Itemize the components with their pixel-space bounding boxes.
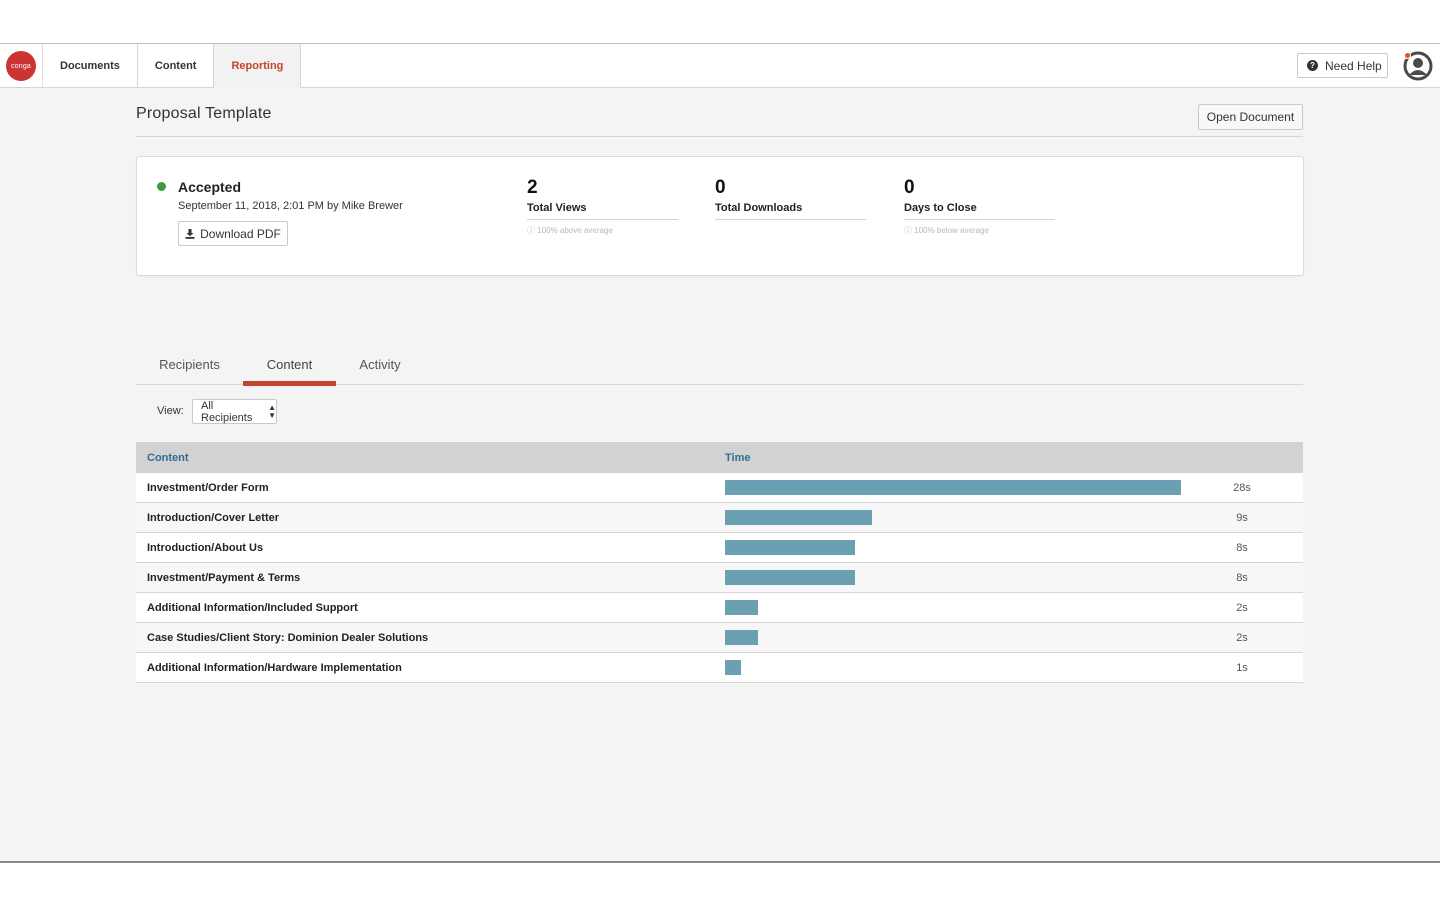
time-value: 2s (1236, 631, 1248, 644)
table-row[interactable]: Case Studies/Client Story: Dominion Deal… (136, 623, 1303, 653)
notification-dot (1404, 52, 1411, 59)
time-value: 9s (1236, 511, 1248, 524)
stat-value: 0 (904, 177, 915, 198)
status-indicator-dot (157, 182, 166, 191)
open-document-button[interactable]: Open Document (1198, 104, 1303, 130)
table-row[interactable]: Investment/Payment & Terms 8s (136, 563, 1303, 593)
logo-cell[interactable]: conga (0, 44, 43, 88)
table-row[interactable]: Investment/Order Form 28s (136, 473, 1303, 503)
need-help-label: Need Help (1325, 58, 1382, 73)
need-help-button[interactable]: ? Need Help (1297, 53, 1388, 78)
content-name: Investment/Order Form (147, 481, 269, 494)
table-row[interactable]: Introduction/Cover Letter 9s (136, 503, 1303, 533)
tab-content[interactable]: Content (243, 344, 336, 386)
table-row[interactable]: Introduction/About Us 8s (136, 533, 1303, 563)
stat-note: ⓘ 100% above average (527, 226, 613, 235)
tab-recipients[interactable]: Recipients (159, 357, 220, 372)
content-name: Additional Information/Hardware Implemen… (147, 661, 402, 674)
stat-value: 2 (527, 177, 538, 198)
conga-logo: conga (6, 51, 36, 81)
time-bar (725, 570, 855, 585)
stat-value: 0 (715, 177, 726, 198)
status-label: Accepted (178, 179, 242, 195)
content-name: Case Studies/Client Story: Dominion Deal… (147, 631, 429, 644)
stat-label: Days to Close (904, 202, 1055, 220)
table-row[interactable]: Additional Information/Hardware Implemen… (136, 653, 1303, 683)
recipients-select-value: All Recipients (201, 399, 253, 424)
column-header-content[interactable]: Content (147, 451, 189, 464)
time-value: 8s (1236, 571, 1248, 584)
time-bar (725, 480, 1181, 495)
view-filter-label: View: (157, 405, 184, 417)
content-name: Introduction/About Us (147, 541, 264, 554)
column-header-time[interactable]: Time (725, 451, 751, 464)
time-bar (725, 510, 872, 525)
content-name: Introduction/Cover Letter (147, 511, 280, 524)
stat-label: Total Downloads (715, 202, 866, 220)
question-icon: ? (1307, 60, 1318, 71)
content-name: Additional Information/Included Support (147, 601, 358, 614)
table-row[interactable]: Additional Information/Included Support 2… (136, 593, 1303, 623)
nav-documents[interactable]: Documents (43, 44, 138, 88)
app-frame: conga Documents Content Reporting ? Need… (0, 43, 1440, 863)
report-tabs: Recipients Content Activity (136, 344, 1303, 386)
select-arrows-icon: ▲ ▼ (268, 402, 276, 420)
table-header: Content Time (136, 442, 1303, 473)
download-icon (185, 228, 195, 239)
main-nav: Documents Content Reporting (43, 44, 302, 88)
time-bar (725, 630, 758, 645)
stat-total-views: 2 Total Views ⓘ 100% above average (527, 177, 678, 236)
tab-activity[interactable]: Activity (359, 357, 401, 372)
stat-label: Total Views (527, 202, 678, 220)
stat-days-to-close: 0 Days to Close ⓘ 100% below average (904, 177, 1055, 236)
download-pdf-button[interactable]: Download PDF (178, 221, 288, 246)
table-body: Investment/Order Form 28s Introduction/Cov… (136, 473, 1303, 683)
time-bar (725, 660, 741, 675)
summary-card: Accepted September 11, 2018, 2:01 PM by … (136, 156, 1304, 276)
time-bar (725, 540, 855, 555)
content-name: Investment/Payment & Terms (147, 571, 301, 584)
time-value: 28s (1233, 481, 1251, 494)
status-date: September 11, 2018, 2:01 PM by Mike Brew… (178, 200, 403, 212)
user-avatar-icon[interactable] (1403, 51, 1433, 81)
nav-reporting[interactable]: Reporting (214, 44, 302, 88)
stat-total-downloads: 0 Total Downloads (715, 177, 866, 225)
title-divider (136, 136, 1303, 137)
time-value: 1s (1236, 661, 1248, 674)
time-bar (725, 600, 758, 615)
recipients-select[interactable]: All Recipients ▲ ▼ (192, 399, 277, 424)
time-value: 2s (1236, 601, 1248, 614)
time-value: 8s (1236, 541, 1248, 554)
stat-note: ⓘ 100% below average (904, 226, 989, 235)
nav-content[interactable]: Content (138, 44, 215, 88)
page-title: Proposal Template (136, 105, 272, 122)
top-navigation-bar: conga Documents Content Reporting ? Need… (0, 44, 1440, 88)
download-pdf-label: Download PDF (200, 226, 281, 241)
content-time-table: Content Time Investment/Order Form 28s Int… (136, 442, 1303, 683)
